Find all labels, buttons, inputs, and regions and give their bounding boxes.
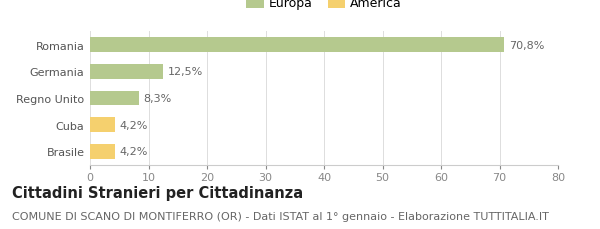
Bar — [90, 38, 504, 53]
Text: Cittadini Stranieri per Cittadinanza: Cittadini Stranieri per Cittadinanza — [12, 185, 303, 200]
Text: 12,5%: 12,5% — [168, 67, 203, 77]
Text: 4,2%: 4,2% — [119, 147, 148, 157]
Bar — [90, 144, 115, 159]
Text: 4,2%: 4,2% — [119, 120, 148, 130]
Text: 70,8%: 70,8% — [509, 40, 544, 50]
Legend: Europa, America: Europa, America — [241, 0, 407, 15]
Bar — [90, 118, 115, 132]
Text: COMUNE DI SCANO DI MONTIFERRO (OR) - Dati ISTAT al 1° gennaio - Elaborazione TUT: COMUNE DI SCANO DI MONTIFERRO (OR) - Dat… — [12, 211, 549, 221]
Bar — [90, 65, 163, 79]
Text: 8,3%: 8,3% — [143, 93, 172, 104]
Bar — [90, 91, 139, 106]
